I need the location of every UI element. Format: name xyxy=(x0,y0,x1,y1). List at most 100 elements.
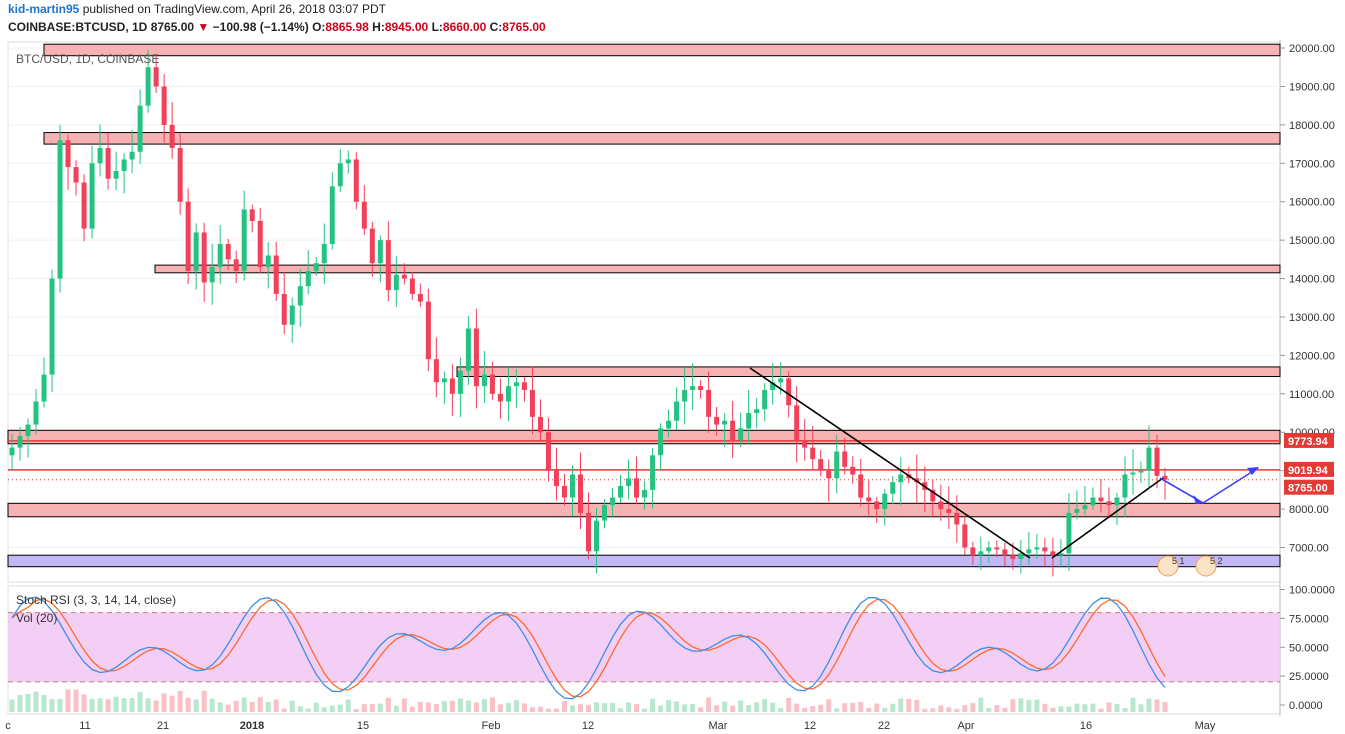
volume-bar xyxy=(385,697,391,712)
volume-bar xyxy=(401,698,407,712)
candle-body xyxy=(642,489,648,498)
volume-bar xyxy=(930,708,936,712)
candle-body xyxy=(818,459,824,471)
candle-body xyxy=(834,451,840,479)
volume-bar xyxy=(842,703,848,712)
volume-bar xyxy=(89,698,95,712)
volume-bar xyxy=(449,700,455,712)
candle-body xyxy=(978,551,984,556)
volume-label: Vol (20) xyxy=(16,611,57,625)
candle-body xyxy=(289,305,295,325)
volume-bar xyxy=(425,702,431,712)
candle-body xyxy=(1074,509,1080,513)
volume-bar xyxy=(1034,699,1040,712)
candle-body xyxy=(1026,549,1032,554)
price-tick-label: 16000.00 xyxy=(1289,197,1335,209)
candle-body xyxy=(393,274,399,291)
candle-body xyxy=(49,278,55,375)
candle-body xyxy=(626,478,632,487)
time-tick-label: 12 xyxy=(804,720,816,732)
volume-bar xyxy=(674,701,680,712)
volume-bar xyxy=(730,705,736,712)
candle-body xyxy=(529,389,535,417)
volume-bar xyxy=(137,691,143,712)
volume-bar xyxy=(145,698,151,712)
candle-body xyxy=(1082,505,1088,510)
volume-bar xyxy=(1018,698,1024,712)
price-tick-label: 14000.00 xyxy=(1289,274,1335,286)
time-tick-label: Feb xyxy=(482,720,501,732)
volume-bar xyxy=(706,697,712,712)
candle-body xyxy=(25,424,31,437)
volume-bar xyxy=(225,704,231,712)
candle-body xyxy=(1130,472,1136,475)
volume-bar xyxy=(1098,708,1104,712)
candle-body xyxy=(850,466,856,475)
candle-body xyxy=(273,255,279,294)
volume-bar xyxy=(289,700,295,712)
volume-bar xyxy=(281,708,287,712)
volume-bar xyxy=(217,702,223,712)
uptrend-line xyxy=(1051,477,1164,559)
volume-bar xyxy=(1082,704,1088,712)
candle-body xyxy=(754,409,760,414)
volume-bar xyxy=(762,699,768,712)
candle-body xyxy=(938,501,944,510)
volume-bar xyxy=(1090,703,1096,712)
candle-body xyxy=(297,286,303,306)
volume-bar xyxy=(754,702,760,712)
candle-body xyxy=(337,163,343,187)
volume-bar xyxy=(481,699,487,712)
volume-bar xyxy=(553,708,559,712)
candle-body xyxy=(521,382,527,390)
volume-bar xyxy=(193,699,199,712)
volume-bar xyxy=(409,706,415,712)
volume-bar xyxy=(121,698,127,712)
volume-bar xyxy=(746,704,752,712)
price-chart[interactable]: 5 1 5 2 100.0000 75.0000 50.0000 25.0000 0.00… xyxy=(0,40,1345,734)
volume-bar xyxy=(257,697,263,712)
volume-bar xyxy=(97,698,103,712)
candle-body xyxy=(305,270,311,287)
zone-box xyxy=(7,429,1281,445)
price-tick-label: 15000.00 xyxy=(1289,235,1335,247)
volume-bar xyxy=(610,702,616,712)
overbought-oversold-band xyxy=(8,612,1280,682)
candle-body xyxy=(345,159,351,164)
candle-body xyxy=(513,382,519,387)
candle-body xyxy=(329,186,335,244)
candle-body xyxy=(9,447,15,456)
candle-body xyxy=(537,416,543,433)
volume-bar xyxy=(994,705,1000,712)
volume-bar xyxy=(666,700,672,712)
volume-bar xyxy=(658,705,664,712)
candle-body xyxy=(714,416,720,425)
candle-body xyxy=(986,547,992,552)
volume-bar xyxy=(417,701,423,712)
volume-bar xyxy=(377,703,383,712)
time-tick-label: c xyxy=(5,720,11,732)
volume-bar xyxy=(273,699,279,712)
high-label: H: xyxy=(372,20,385,34)
stoch-rsi-pane: 100.0000 75.0000 50.0000 25.0000 0.0000 xyxy=(8,585,1335,712)
candle-body xyxy=(353,159,359,202)
volume-bar xyxy=(433,703,439,712)
volume-bar xyxy=(201,690,207,712)
candle-body xyxy=(586,512,591,552)
volume-bar xyxy=(826,699,832,712)
candle-body xyxy=(634,478,640,498)
candle-body xyxy=(1098,497,1104,502)
volume-bar xyxy=(1162,702,1168,712)
osc-tick-label: 75.0000 xyxy=(1289,613,1329,625)
volume-bar xyxy=(473,702,479,712)
volume-bar xyxy=(185,697,191,712)
author-link[interactable]: kid-martin95 xyxy=(8,2,80,16)
volume-bar xyxy=(329,705,335,712)
volume-bar xyxy=(794,703,800,712)
price-tick-label: 11000.00 xyxy=(1289,389,1334,401)
candle-body xyxy=(842,451,848,467)
candle-body xyxy=(1106,501,1112,506)
candle-body xyxy=(73,167,79,183)
candle-body xyxy=(1066,512,1072,554)
osc-tick-label: 50.0000 xyxy=(1289,642,1329,654)
